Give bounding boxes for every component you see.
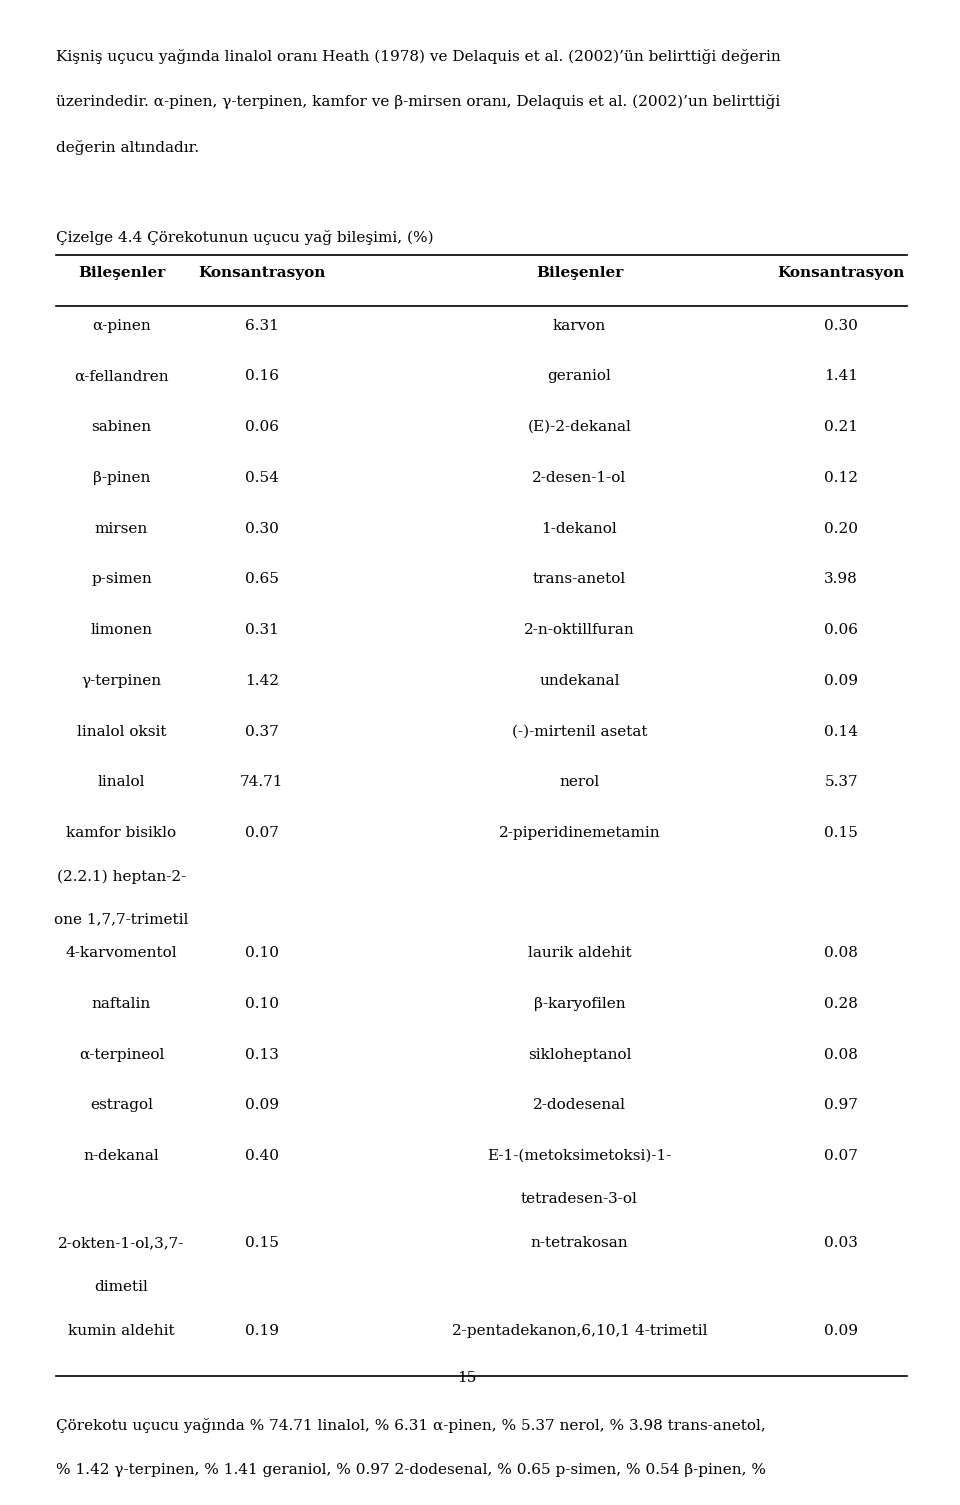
Text: (2.2.1) heptan-2-: (2.2.1) heptan-2- (57, 870, 186, 883)
Text: undekanal: undekanal (540, 674, 620, 688)
Text: 0.06: 0.06 (824, 623, 858, 637)
Text: 0.10: 0.10 (245, 947, 278, 960)
Text: 1.41: 1.41 (824, 369, 858, 384)
Text: nerol: nerol (560, 775, 600, 790)
Text: 0.65: 0.65 (245, 572, 278, 587)
Text: 0.12: 0.12 (824, 471, 858, 485)
Text: linalol oksit: linalol oksit (77, 725, 166, 739)
Text: 0.08: 0.08 (825, 1047, 858, 1061)
Text: 0.30: 0.30 (245, 522, 278, 536)
Text: 6.31: 6.31 (245, 319, 278, 333)
Text: estragol: estragol (90, 1099, 153, 1112)
Text: β-karyofilen: β-karyofilen (534, 996, 625, 1011)
Text: Konsantrasyon: Konsantrasyon (198, 266, 325, 280)
Text: % 1.42 γ-terpinen, % 1.41 geraniol, % 0.97 2-dodesenal, % 0.65 p-simen, % 0.54 β: % 1.42 γ-terpinen, % 1.41 geraniol, % 0.… (56, 1463, 766, 1478)
Text: 2-dodesenal: 2-dodesenal (533, 1099, 626, 1112)
Text: Kişniş uçucu yağında linalol oranı Heath (1978) ve Delaquis et al. (2002)’ün bel: Kişniş uçucu yağında linalol oranı Heath… (56, 50, 780, 65)
Text: p-simen: p-simen (91, 572, 152, 587)
Text: 0.97: 0.97 (825, 1099, 858, 1112)
Text: n-tetrakosan: n-tetrakosan (531, 1237, 628, 1251)
Text: (E)-2-dekanal: (E)-2-dekanal (528, 420, 632, 433)
Text: α-pinen: α-pinen (92, 319, 151, 333)
Text: 74.71: 74.71 (240, 775, 283, 790)
Text: 0.15: 0.15 (825, 826, 858, 840)
Text: kumin aldehit: kumin aldehit (68, 1324, 175, 1338)
Text: limonen: limonen (90, 623, 153, 637)
Text: Çörekotu uçucu yağında % 74.71 linalol, % 6.31 α-pinen, % 5.37 nerol, % 3.98 tra: Çörekotu uçucu yağında % 74.71 linalol, … (56, 1418, 766, 1433)
Text: sabinen: sabinen (91, 420, 152, 433)
Text: 1-dekanol: 1-dekanol (541, 522, 617, 536)
Text: değerin altındadır.: değerin altındadır. (56, 140, 200, 155)
Text: 2-pentadekanon,6,10,1 4-trimetil: 2-pentadekanon,6,10,1 4-trimetil (452, 1324, 708, 1338)
Text: 0.28: 0.28 (825, 996, 858, 1011)
Text: β-pinen: β-pinen (93, 471, 150, 485)
Text: 4-karvomentol: 4-karvomentol (65, 947, 178, 960)
Text: 0.03: 0.03 (825, 1237, 858, 1251)
Text: one 1,7,7-trimetil: one 1,7,7-trimetil (55, 912, 189, 927)
Text: 0.09: 0.09 (245, 1099, 278, 1112)
Text: 0.21: 0.21 (824, 420, 858, 433)
Text: üzerindedir. α-pinen, γ-terpinen, kamfor ve β-mirsen oranı, Delaquis et al. (200: üzerindedir. α-pinen, γ-terpinen, kamfor… (56, 95, 780, 110)
Text: Bileşenler: Bileşenler (78, 266, 165, 280)
Text: 0.09: 0.09 (824, 674, 858, 688)
Text: kamfor bisiklo: kamfor bisiklo (66, 826, 177, 840)
Text: 0.15: 0.15 (245, 1237, 278, 1251)
Text: 0.07: 0.07 (825, 1148, 858, 1163)
Text: 2-desen-1-ol: 2-desen-1-ol (533, 471, 627, 485)
Text: 0.06: 0.06 (245, 420, 278, 433)
Text: α-fellandren: α-fellandren (74, 369, 169, 384)
Text: 2-piperidinemetamin: 2-piperidinemetamin (498, 826, 660, 840)
Text: geraniol: geraniol (547, 369, 612, 384)
Text: 1.42: 1.42 (245, 674, 278, 688)
Text: γ-terpinen: γ-terpinen (82, 674, 161, 688)
Text: 0.07: 0.07 (245, 826, 278, 840)
Text: 0.09: 0.09 (824, 1324, 858, 1338)
Text: Bileşenler: Bileşenler (536, 266, 623, 280)
Text: 0.14: 0.14 (824, 725, 858, 739)
Text: Çizelge 4.4 Çörekotunun uçucu yağ bileşimi, (%): Çizelge 4.4 Çörekotunun uçucu yağ bileşi… (56, 230, 434, 245)
Text: 0.37: 0.37 (245, 725, 278, 739)
Text: 2-okten-1-ol,3,7-: 2-okten-1-ol,3,7- (59, 1237, 184, 1251)
Text: 0.31: 0.31 (245, 623, 278, 637)
Text: 3.98: 3.98 (825, 572, 858, 587)
Text: laurik aldehit: laurik aldehit (528, 947, 632, 960)
Text: 5.37: 5.37 (825, 775, 858, 790)
Text: 0.19: 0.19 (245, 1324, 278, 1338)
Text: dimetil: dimetil (95, 1279, 149, 1294)
Text: n-dekanal: n-dekanal (84, 1148, 159, 1163)
Text: 0.30: 0.30 (825, 319, 858, 333)
Text: Konsantrasyon: Konsantrasyon (778, 266, 905, 280)
Text: karvon: karvon (553, 319, 606, 333)
Text: 0.40: 0.40 (245, 1148, 278, 1163)
Text: 0.13: 0.13 (245, 1047, 278, 1061)
Text: 2-n-oktillfuran: 2-n-oktillfuran (524, 623, 635, 637)
Text: mirsen: mirsen (95, 522, 148, 536)
Text: sikloheptanol: sikloheptanol (528, 1047, 632, 1061)
Text: E-1-(metoksimetoksi)-1-: E-1-(metoksimetoksi)-1- (488, 1148, 672, 1163)
Text: 0.54: 0.54 (245, 471, 278, 485)
Text: 0.16: 0.16 (245, 369, 278, 384)
Text: trans-anetol: trans-anetol (533, 572, 626, 587)
Text: naftalin: naftalin (92, 996, 151, 1011)
Text: α-terpineol: α-terpineol (79, 1047, 164, 1061)
Text: tetradesen-3-ol: tetradesen-3-ol (521, 1192, 637, 1206)
Text: linalol: linalol (98, 775, 145, 790)
Text: (-)-mirtenil asetat: (-)-mirtenil asetat (512, 725, 647, 739)
Text: 0.08: 0.08 (825, 947, 858, 960)
Text: 0.10: 0.10 (245, 996, 278, 1011)
Text: 0.20: 0.20 (824, 522, 858, 536)
Text: 15: 15 (458, 1371, 477, 1385)
